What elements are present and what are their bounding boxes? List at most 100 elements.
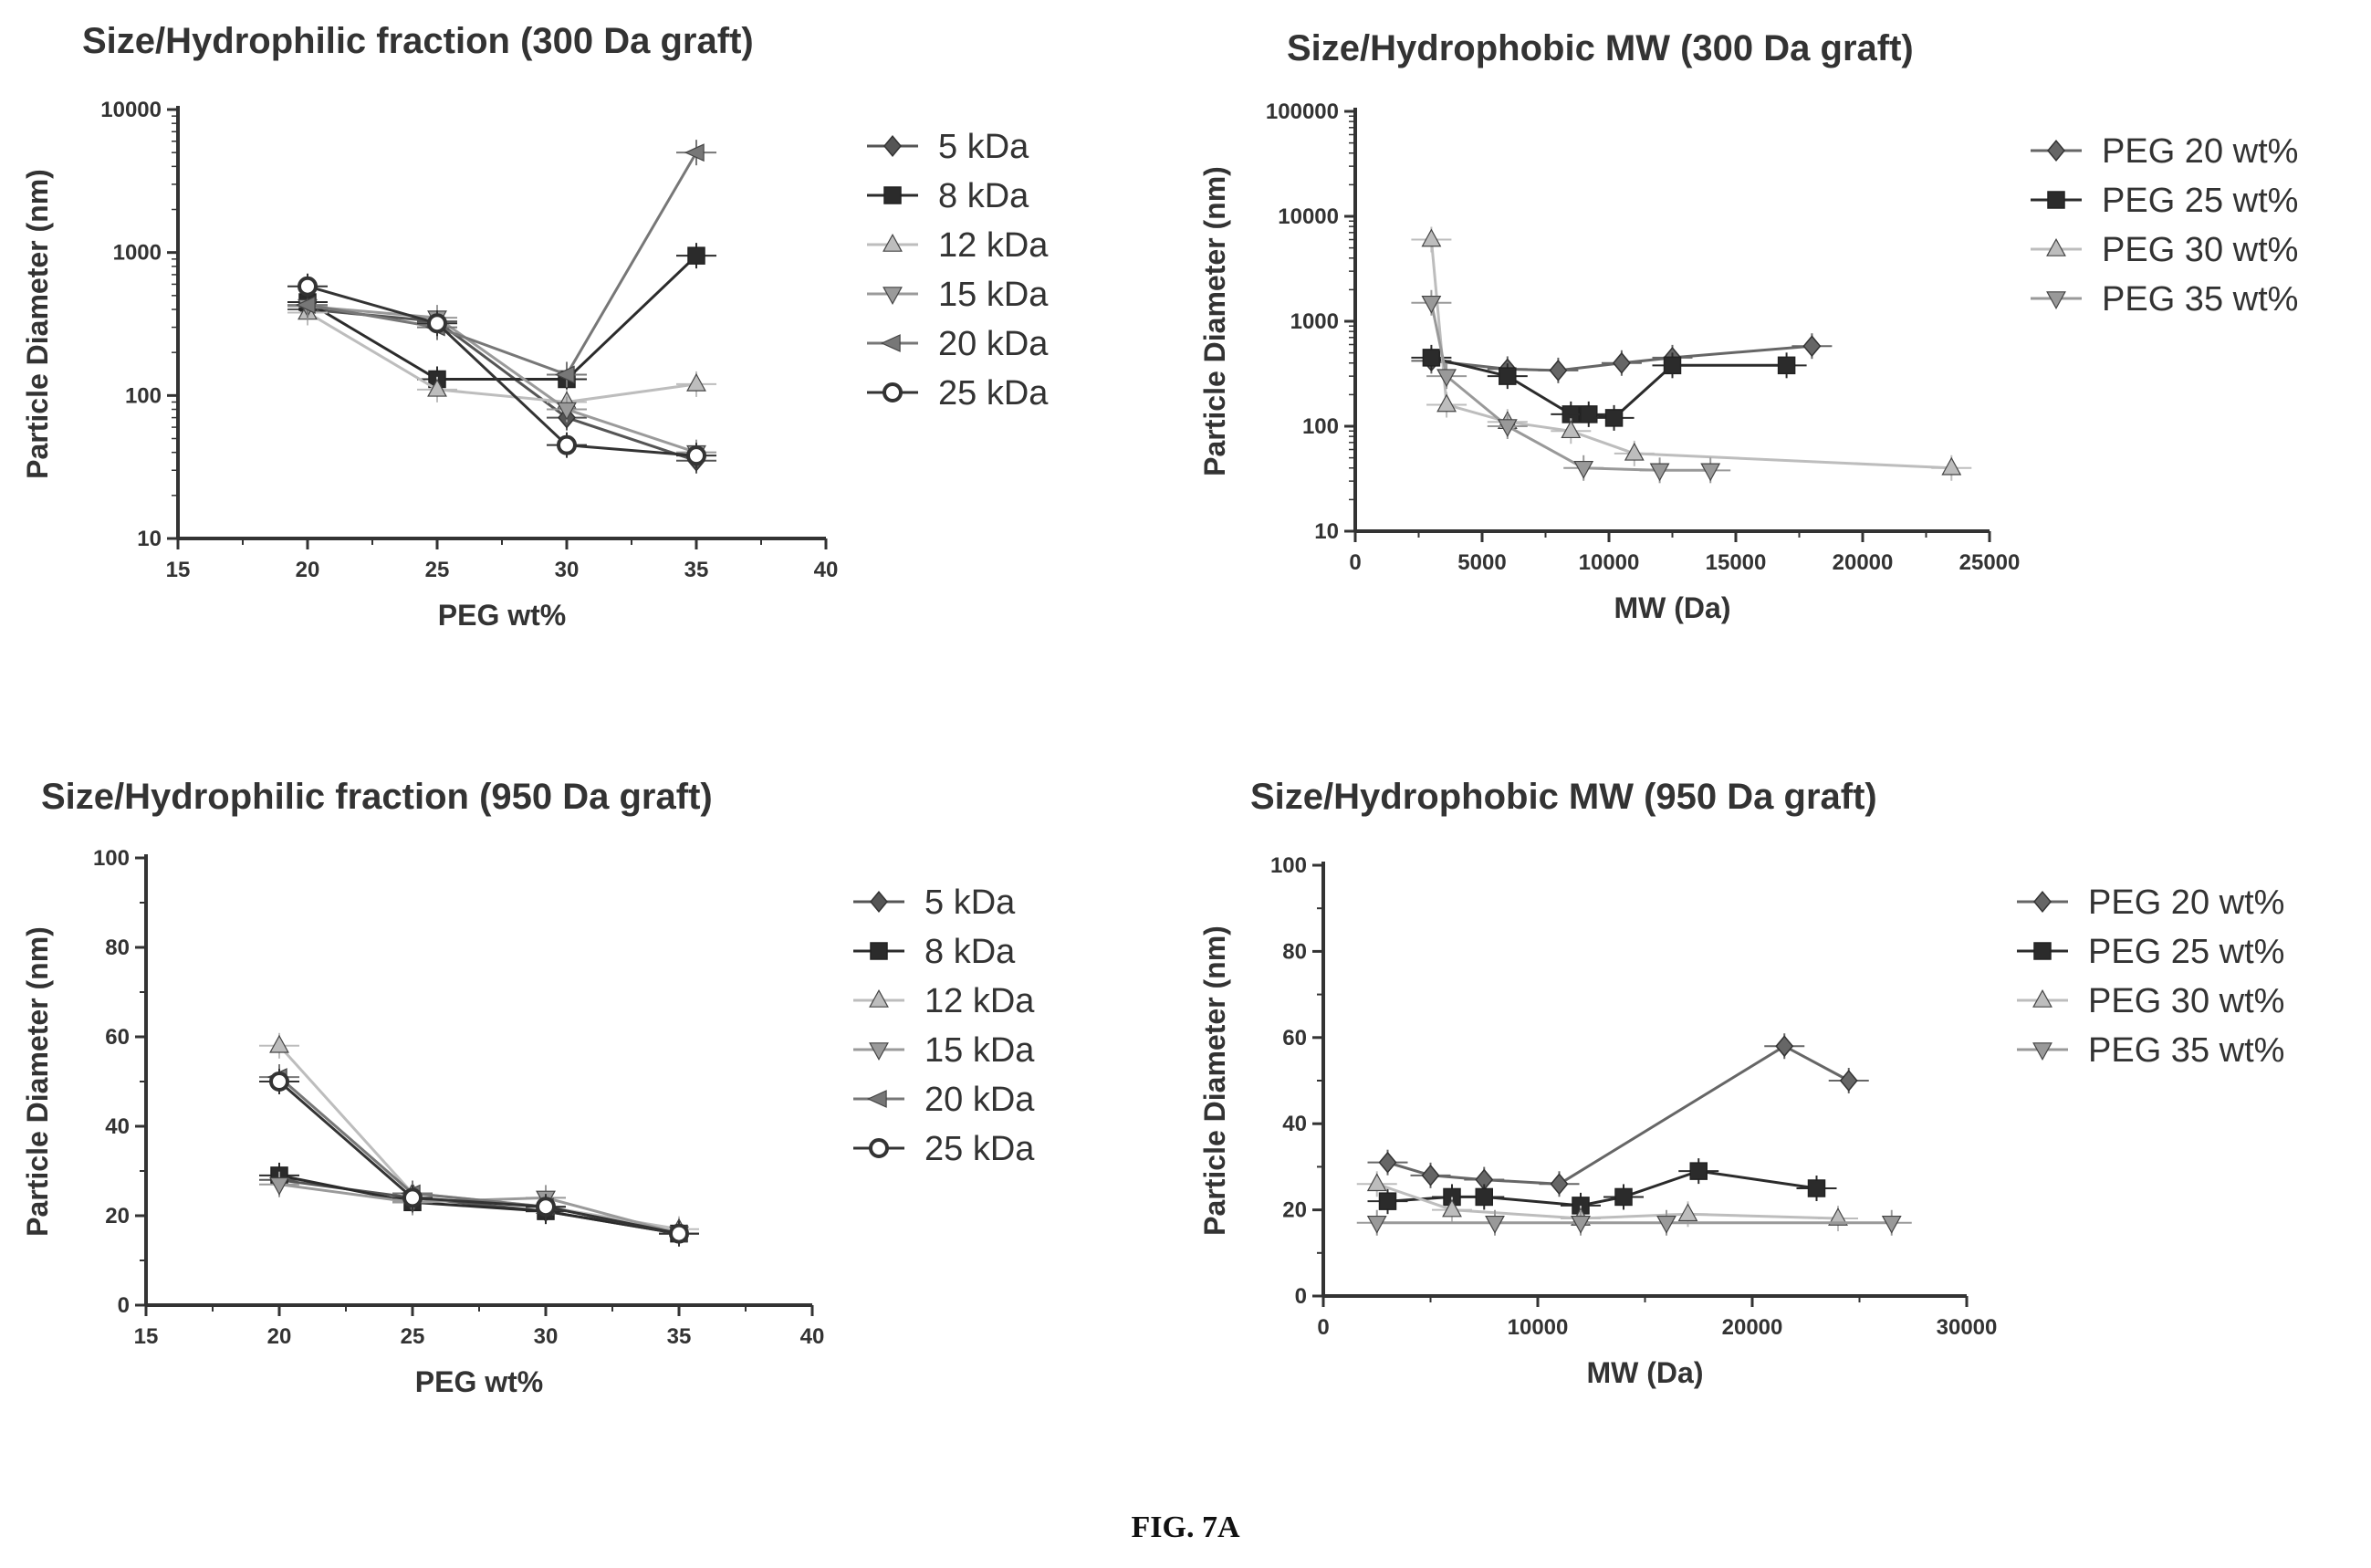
chart-3-xtick-label: 30000 bbox=[1937, 1315, 1998, 1340]
chart-1-legend-peg-30-wt-label: PEG 30 wt% bbox=[2102, 231, 2298, 269]
chart-1-series-peg-35-wt-point bbox=[1497, 419, 1518, 438]
figure-caption: FIG. 7A bbox=[1131, 1511, 1240, 1544]
chart-2-legend-15-kda-label: 15 kDa bbox=[924, 1031, 1035, 1070]
chart-2-ylabel: Particle Diameter (nm) bbox=[21, 926, 54, 1237]
chart-1-series-peg-35-wt-point bbox=[1573, 460, 1594, 479]
chart-1-xtick-label: 20000 bbox=[1833, 550, 1894, 575]
chart-3-ytick-label: 0 bbox=[1295, 1284, 1307, 1309]
chart-2-legend-12-kda-marker bbox=[869, 988, 889, 1008]
chart-3-legend-peg-35-wt-marker bbox=[2032, 1042, 2052, 1061]
chart-1-xtick-label: 10000 bbox=[1579, 550, 1640, 575]
chart-0-xtick-label: 40 bbox=[814, 558, 839, 582]
chart-3-legend-peg-30-wt-marker bbox=[2032, 988, 2052, 1008]
chart-2-legend-15-kda-marker bbox=[869, 1042, 889, 1061]
chart-3-ytick-label: 100 bbox=[1270, 853, 1307, 878]
chart-1-series-peg-35-wt-point bbox=[1700, 463, 1721, 482]
chart-2-xtick-label: 20 bbox=[267, 1324, 292, 1349]
chart-0-series-8-kda-line bbox=[307, 255, 698, 381]
chart-3-series-peg-20-wt-point bbox=[1775, 1035, 1794, 1058]
chart-2-xtick-label: 40 bbox=[800, 1324, 825, 1349]
chart-2-ytick-label: 20 bbox=[105, 1204, 130, 1228]
chart-0-xtick-label: 15 bbox=[166, 558, 191, 582]
chart-3-series-peg-25-wt-point bbox=[1378, 1192, 1397, 1210]
chart-1-series-peg-35-wt-point bbox=[1649, 463, 1670, 482]
chart-0-xtick-label: 30 bbox=[555, 558, 580, 582]
chart-2-series-20-kda-line bbox=[278, 1075, 680, 1236]
chart-1-title: Size/Hydrophobic MW (300 Da graft) bbox=[1287, 28, 1914, 68]
chart-1-legend-peg-20-wt-marker bbox=[2047, 140, 2065, 162]
chart-3-series-peg-20-wt-point bbox=[1378, 1151, 1397, 1174]
chart-2-legend-5-kda-label: 5 kDa bbox=[924, 883, 1016, 922]
chart-0-legend-25-kda-marker bbox=[883, 382, 903, 402]
chart-1-series-peg-20-wt-line bbox=[1431, 344, 1812, 372]
chart-3-series-peg-30-wt-point bbox=[1366, 1173, 1387, 1192]
chart-3-ytick-label: 60 bbox=[1282, 1026, 1307, 1051]
chart-svg-2: Size/Hydrophilic fraction (950 Da graft)… bbox=[21, 777, 1035, 1398]
chart-0-xlabel: PEG wt% bbox=[438, 599, 566, 632]
chart-2-xtick-label: 30 bbox=[534, 1324, 559, 1349]
chart-3-xtick-label: 10000 bbox=[1508, 1315, 1569, 1340]
chart-3-series-peg-20-wt-point bbox=[1550, 1173, 1569, 1196]
chart-2-series-15-kda-line bbox=[278, 1183, 680, 1236]
chart-3-series-peg-20-wt-point bbox=[1839, 1070, 1858, 1092]
chart-0-series-20-kda-point bbox=[295, 296, 316, 315]
chart-2-legend-25-kda-marker bbox=[869, 1138, 889, 1158]
chart-2-title: Size/Hydrophilic fraction (950 Da graft) bbox=[41, 777, 713, 817]
chart-panel-2: Size/Hydrophilic fraction (950 Da graft)… bbox=[0, 748, 1177, 1497]
chart-0-legend-8-kda-marker bbox=[883, 186, 902, 204]
chart-0-legend-12-kda-marker bbox=[883, 233, 903, 252]
chart-1-series-peg-25-wt-point bbox=[1604, 409, 1624, 427]
chart-1-series-peg-20-wt-point bbox=[1549, 359, 1568, 382]
chart-1-legend-peg-20-wt-label: PEG 20 wt% bbox=[2102, 132, 2298, 171]
chart-2-xtick-label: 15 bbox=[134, 1324, 159, 1349]
chart-0-xtick-label: 25 bbox=[425, 558, 450, 582]
chart-1-series-peg-30-wt-point bbox=[1561, 420, 1582, 439]
chart-0-legend-8-kda-label: 8 kDa bbox=[938, 177, 1029, 215]
chart-1-xtick-label: 15000 bbox=[1706, 550, 1767, 575]
chart-2-series-25-kda-line bbox=[278, 1080, 680, 1236]
chart-1-series-peg-25-wt-point bbox=[1777, 356, 1796, 375]
chart-1-series-peg-25-wt-point bbox=[1663, 356, 1682, 375]
chart-2-series-25-kda-point bbox=[536, 1197, 556, 1218]
chart-0-xtick-label: 20 bbox=[296, 558, 320, 582]
chart-0-series-25-kda-point bbox=[427, 313, 447, 334]
chart-2-xtick-label: 25 bbox=[401, 1324, 425, 1349]
chart-3-legend-peg-35-wt-label: PEG 35 wt% bbox=[2088, 1031, 2284, 1070]
chart-2-series-8-kda-line bbox=[278, 1174, 680, 1236]
chart-0-title: Size/Hydrophilic fraction (300 Da graft) bbox=[82, 21, 754, 61]
chart-0-legend-20-kda-marker bbox=[880, 334, 901, 352]
chart-1-series-peg-30-wt-point bbox=[1941, 456, 1962, 476]
chart-3-series-peg-35-wt-point bbox=[1881, 1215, 1902, 1234]
chart-1-series-peg-35-wt-point bbox=[1421, 295, 1442, 314]
chart-1-series-peg-25-wt-point bbox=[1580, 405, 1598, 423]
chart-0-ytick-label: 1000 bbox=[113, 241, 162, 266]
chart-3-series-peg-35-wt-point bbox=[1571, 1215, 1591, 1234]
chart-3-series-peg-30-wt-point bbox=[1828, 1207, 1848, 1226]
chart-2-series-25-kda-point bbox=[402, 1187, 423, 1208]
chart-0-series-20-kda-point bbox=[554, 365, 575, 384]
chart-2-legend-25-kda-label: 25 kDa bbox=[924, 1130, 1035, 1168]
chart-1-xtick-label: 5000 bbox=[1457, 550, 1506, 575]
chart-0-series-12-kda-point bbox=[427, 378, 447, 397]
chart-0-legend-5-kda-marker bbox=[883, 135, 902, 157]
chart-0-ylabel: Particle Diameter (nm) bbox=[21, 169, 54, 479]
chart-1-legend-peg-35-wt-label: PEG 35 wt% bbox=[2102, 280, 2298, 319]
chart-0-ytick-label: 10000 bbox=[100, 98, 162, 122]
chart-2-legend-5-kda-marker bbox=[870, 891, 888, 913]
chart-1-series-peg-35-wt-line bbox=[1429, 302, 1711, 472]
chart-1-series-peg-30-wt-line bbox=[1429, 239, 1952, 470]
chart-2-ytick-label: 100 bbox=[93, 846, 130, 871]
chart-3-series-peg-25-wt-point bbox=[1807, 1179, 1826, 1197]
chart-3-legend-peg-30-wt-label: PEG 30 wt% bbox=[2088, 982, 2284, 1020]
chart-3-legend-peg-20-wt-marker bbox=[2033, 891, 2052, 913]
chart-0-ytick-label: 10 bbox=[137, 527, 162, 551]
chart-3-series-peg-35-wt-point bbox=[1656, 1215, 1676, 1234]
chart-2-ytick-label: 80 bbox=[105, 936, 130, 960]
chart-1-ylabel: Particle Diameter (nm) bbox=[1198, 166, 1231, 476]
chart-0-ytick-label: 100 bbox=[125, 383, 162, 408]
chart-2-legend-20-kda-label: 20 kDa bbox=[924, 1081, 1035, 1119]
chart-0-legend-15-kda-label: 15 kDa bbox=[938, 276, 1049, 314]
chart-2-ytick-label: 60 bbox=[105, 1025, 130, 1050]
chart-3-legend-peg-20-wt-label: PEG 20 wt% bbox=[2088, 883, 2284, 922]
chart-svg-1: Size/Hydrophobic MW (300 Da graft) 0 5000 1… bbox=[1198, 28, 2298, 624]
